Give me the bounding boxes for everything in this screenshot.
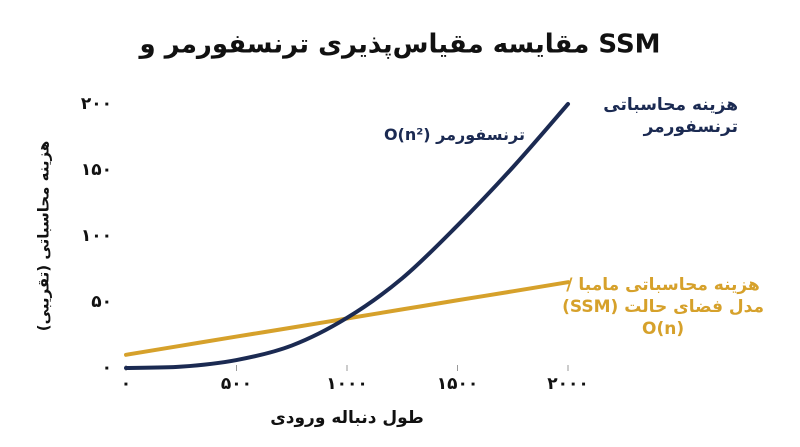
y-tick-label: ۵۰ <box>91 292 112 312</box>
curve-annotation: ترنسفورمر O(n²) <box>383 125 525 144</box>
x-tick-label: ۲۰۰۰ <box>547 374 589 394</box>
y-tick-label: ۱۰۰ <box>81 226 112 246</box>
y-tick-label: ۱۵۰ <box>81 160 112 180</box>
x-axis-label: طول دنباله ورودی <box>270 408 424 428</box>
y-tick-label: ۰ <box>102 358 112 378</box>
series-label: هزینه محاسباتی مامبا / مدل فضای حالت (SS… <box>562 275 764 339</box>
x-tick-label: ۵۰۰ <box>221 374 252 394</box>
x-tick-label: ۱۰۰۰ <box>326 374 368 394</box>
y-tick-label: ۲۰۰ <box>81 94 112 114</box>
series-label: هزینه محاسباتی ترنسفورمر <box>603 95 738 137</box>
chart-title: مقایسه مقیاس‌پذیری ترنسفورمر و SSM <box>137 30 660 60</box>
x-tick-label: ۱۵۰۰ <box>437 374 479 394</box>
y-axis-label: هزینه محاسباتی (تقریبی) <box>35 141 53 331</box>
x-tick-label: ۰ <box>121 374 131 394</box>
series-line <box>124 102 570 370</box>
